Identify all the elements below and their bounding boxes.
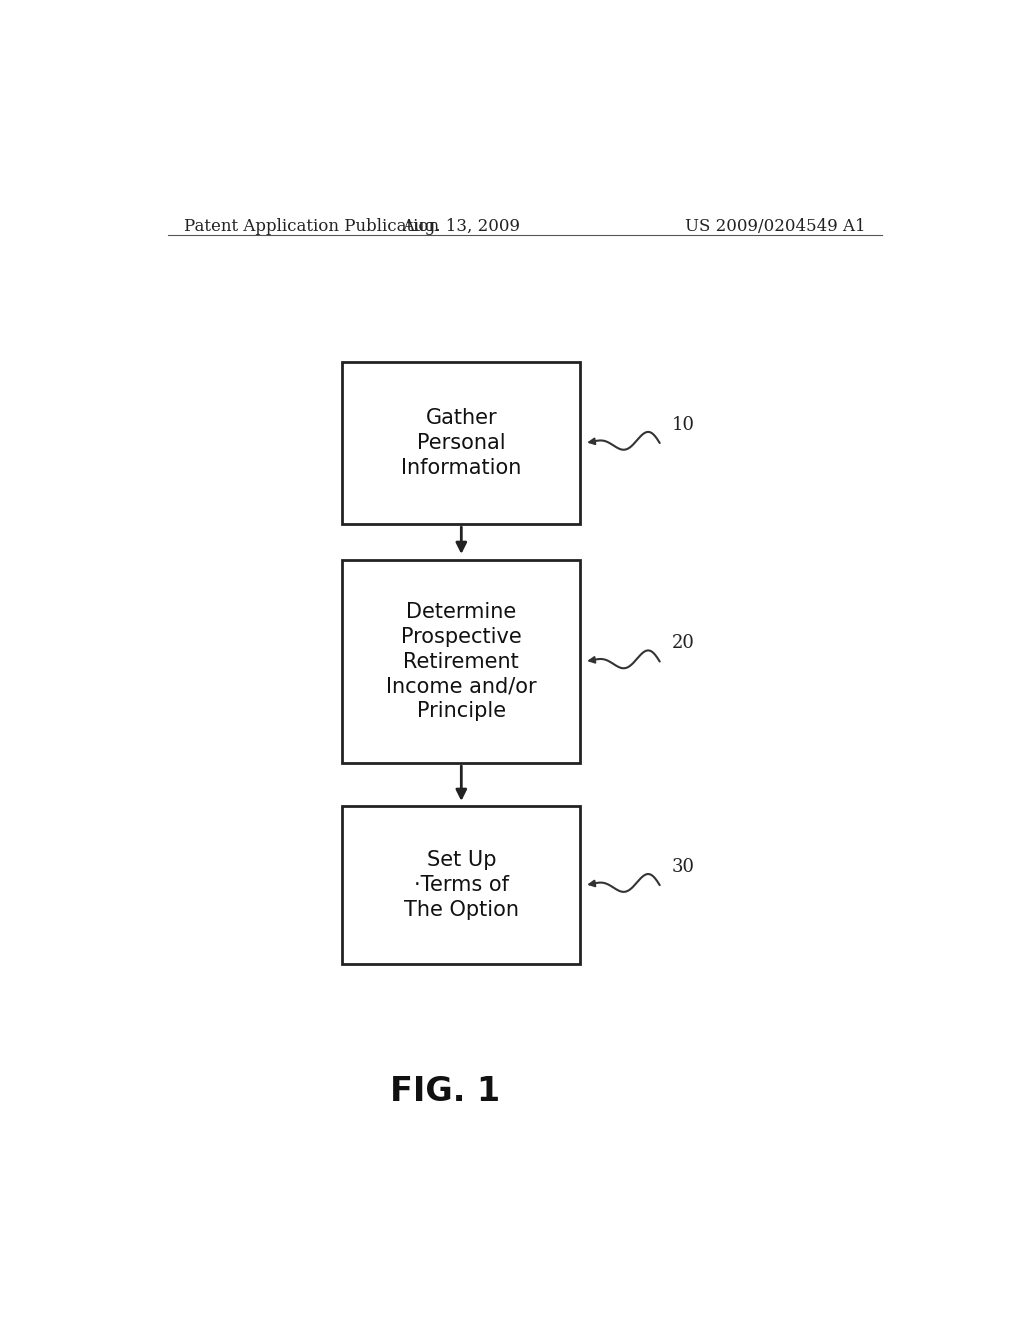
Text: US 2009/0204549 A1: US 2009/0204549 A1 (685, 218, 866, 235)
Text: 20: 20 (672, 634, 694, 652)
Bar (342, 560, 581, 763)
Bar (342, 362, 581, 524)
Text: Set Up
·Terms of
The Option: Set Up ·Terms of The Option (403, 850, 519, 920)
Text: Gather
Personal
Information: Gather Personal Information (401, 408, 521, 478)
Text: Aug. 13, 2009: Aug. 13, 2009 (402, 218, 520, 235)
Text: 30: 30 (672, 858, 694, 876)
Text: Patent Application Publication: Patent Application Publication (183, 218, 438, 235)
Bar (342, 807, 581, 964)
Text: FIG. 1: FIG. 1 (390, 1074, 501, 1107)
Text: 10: 10 (672, 416, 694, 434)
Text: Determine
Prospective
Retirement
Income and/or
Principle: Determine Prospective Retirement Income … (386, 602, 537, 721)
